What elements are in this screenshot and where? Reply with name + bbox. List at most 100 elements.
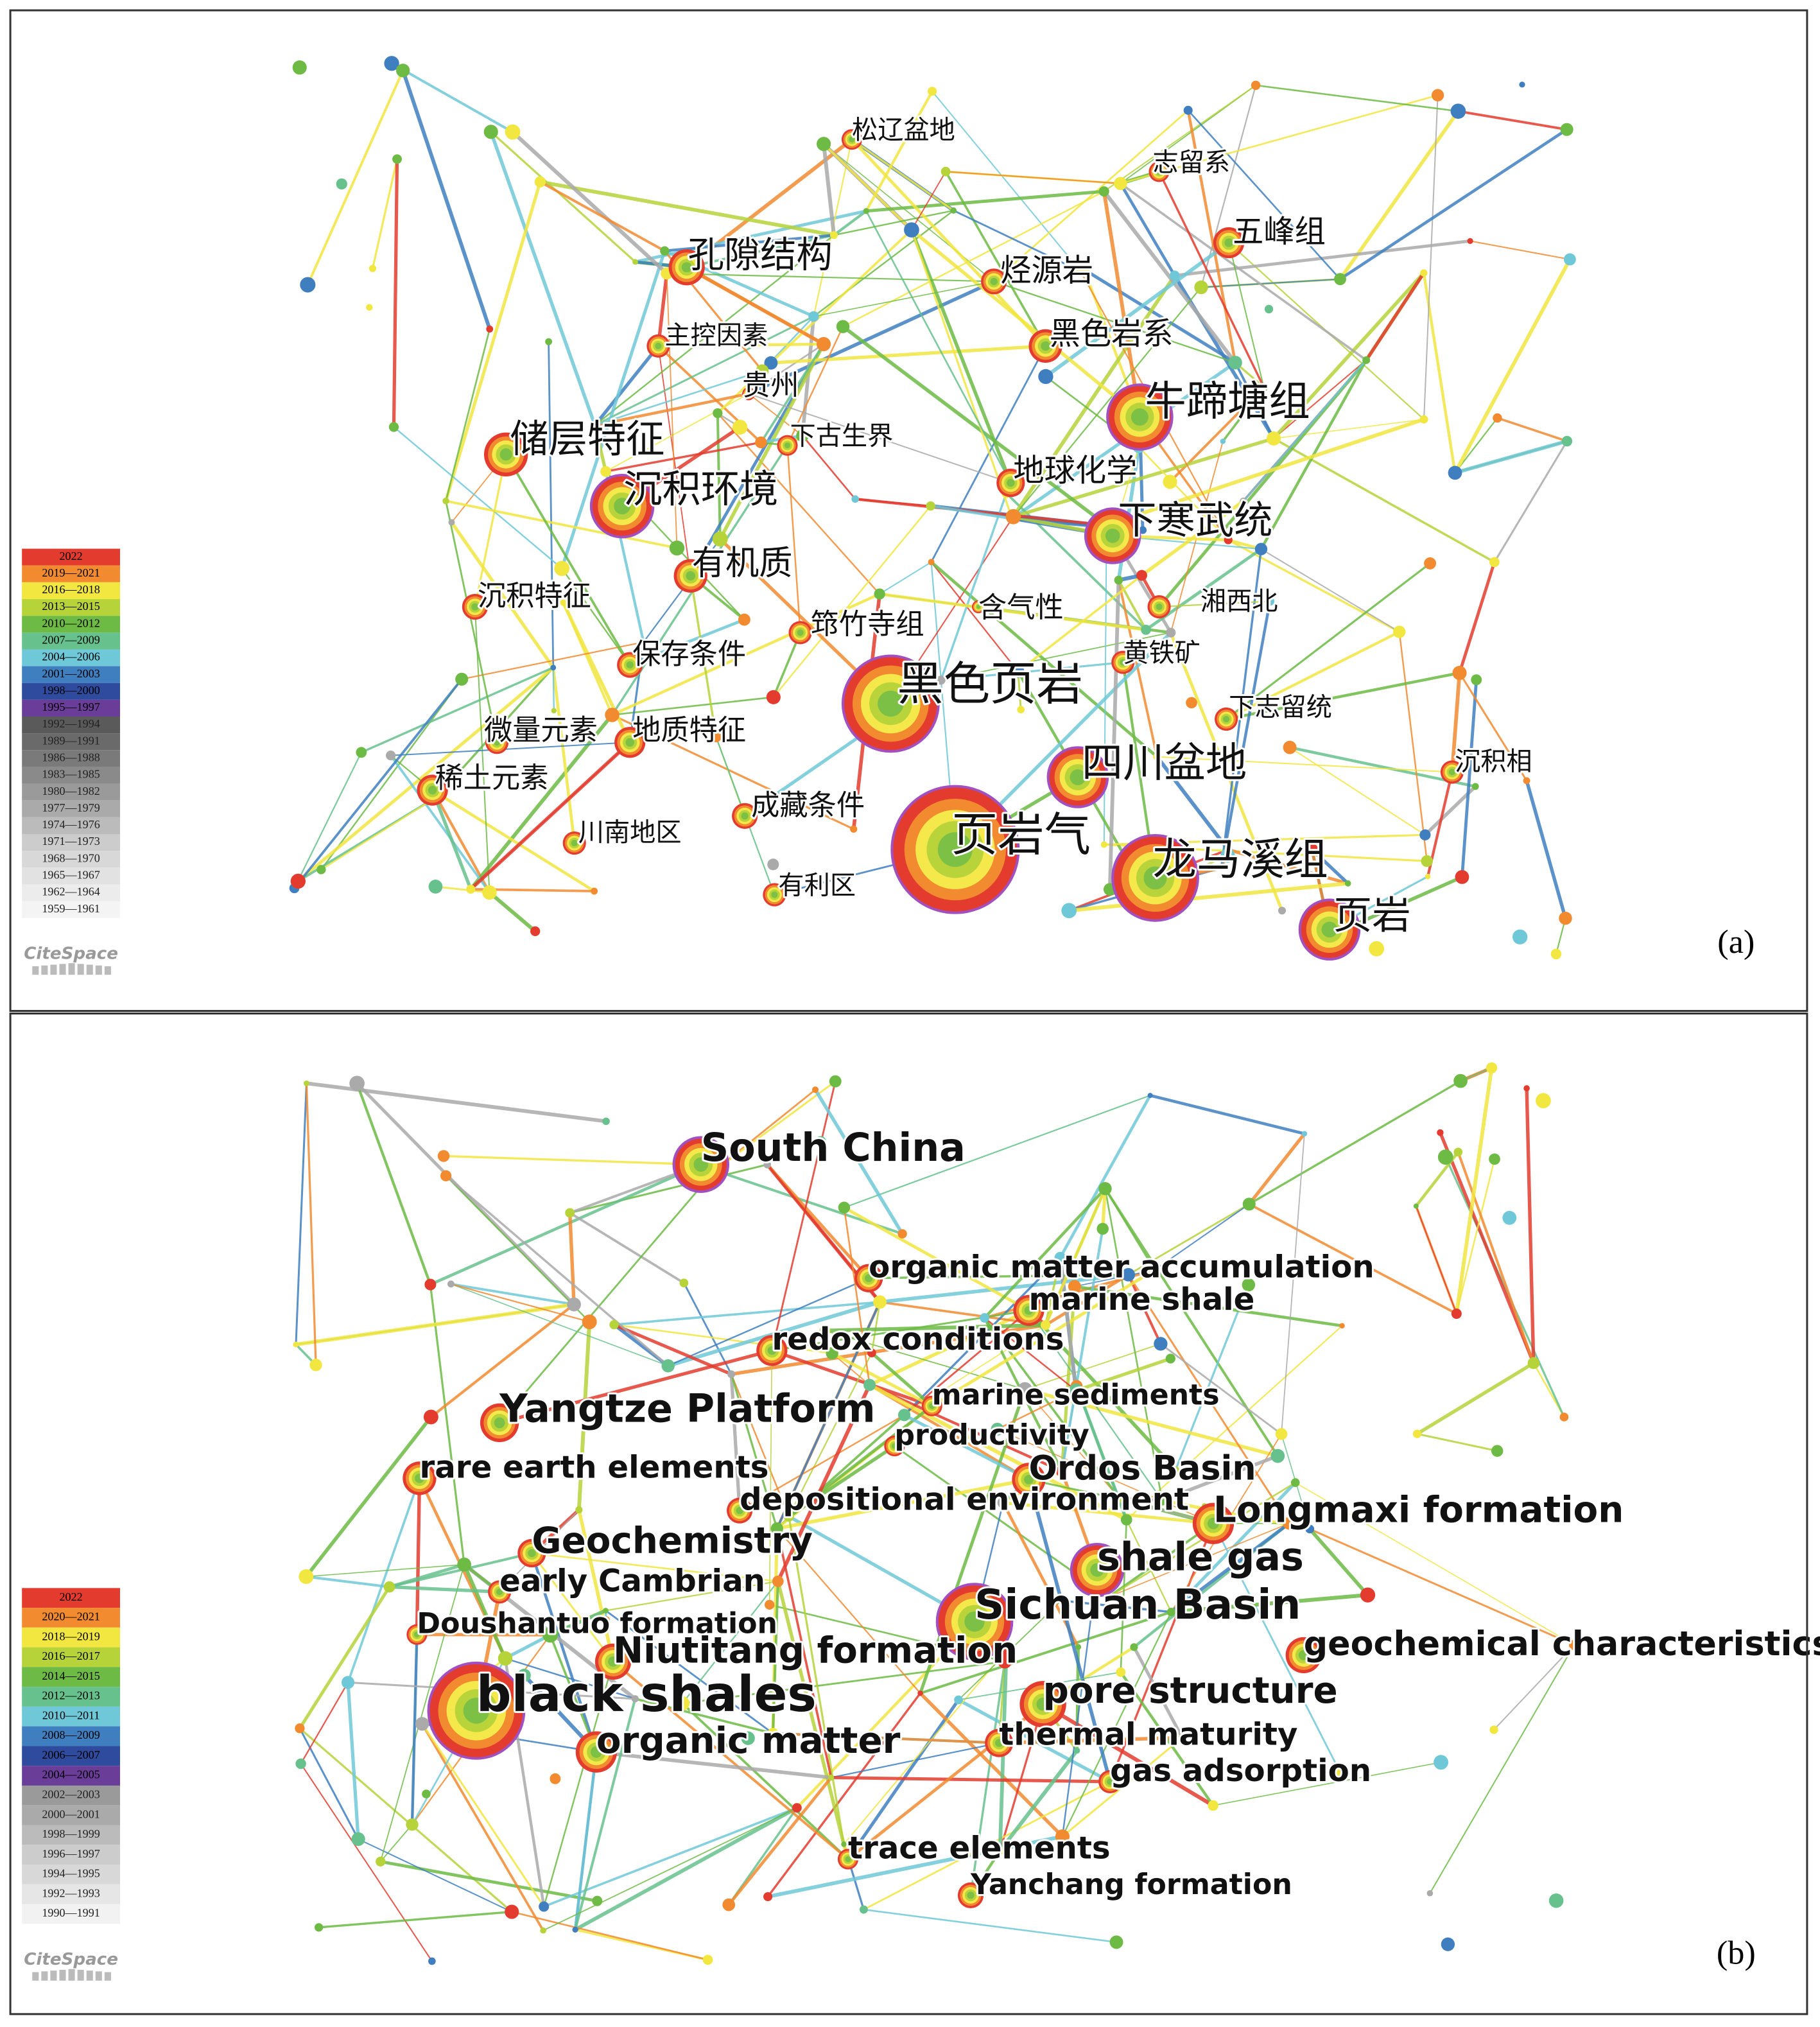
node-label: shale gas [1097,1535,1304,1580]
edge [380,1824,413,1862]
legend-label: 2020—2021 [42,1610,100,1623]
node-ring [655,342,662,349]
edge [843,1206,1030,1312]
small-node [1018,1382,1032,1397]
edge [1125,1519,1172,1613]
legend-swatch [22,767,120,784]
node-ring [686,571,696,581]
small-node [1096,1222,1109,1235]
edge [1186,110,1237,363]
small-node [609,1319,619,1330]
small-node [428,880,443,894]
small-node [1448,465,1462,480]
small-node [1283,1517,1296,1530]
small-node [764,356,778,370]
node-ring [1224,238,1233,247]
small-node [605,708,620,722]
small-node [1166,627,1176,638]
small-node [1563,253,1576,266]
small-node [384,56,399,71]
edge [1228,242,1265,388]
small-node [772,1575,784,1587]
small-node [1453,1074,1468,1088]
edge [668,1277,869,1367]
node-label: 微量元素 [484,714,598,747]
edge [1453,258,1572,474]
node-label: marine shale [1028,1282,1254,1318]
node-label: 沉积相 [1455,747,1532,776]
small-node [1224,535,1233,544]
legend-label: 1968—1970 [42,851,100,864]
edge [931,1268,1156,1407]
edge [1120,182,1367,361]
edge [297,666,555,883]
edge [1157,756,1453,773]
node-label: South China [701,1126,966,1170]
edge [1423,95,1439,420]
node-label: 保存条件 [632,638,746,670]
small-node [505,1904,519,1919]
edge [489,131,597,426]
edge [1457,1151,1535,1364]
small-node [1560,123,1573,136]
edge [306,1081,607,1124]
edge [612,1660,849,1861]
node-label: 有机质 [692,544,793,583]
edge [1003,1501,1214,1526]
small-node [1055,1465,1068,1477]
small-node [1452,666,1467,681]
edge [1117,580,1159,758]
small-node [550,1773,561,1784]
small-node [1413,1203,1419,1209]
node-label: Sichuan Basin [975,1581,1301,1629]
small-node [1130,1643,1138,1651]
small-node [838,1201,851,1214]
small-node [1527,1357,1540,1370]
node-ring [736,1507,743,1515]
small-node [1122,1267,1136,1282]
node-ring [990,277,998,285]
small-node [727,1370,736,1379]
small-node [836,320,850,333]
small-node [1186,697,1197,709]
edge [1012,437,1274,519]
small-node [602,1616,610,1624]
node-label: geochemical characteristics [1304,1624,1820,1664]
edge [930,561,1019,672]
edge [1061,1599,1172,1614]
edge [871,1352,933,1407]
edge [548,342,555,668]
node-label: 贵州 [742,369,799,402]
edge [776,1527,921,1694]
edge [1104,85,1256,192]
edge [605,1580,779,1612]
small-node [483,125,498,139]
node-ring [681,262,692,273]
node-label: organic matter accumulation [869,1249,1374,1285]
edge [431,788,595,892]
node-ring [1223,715,1230,723]
node-ring [693,1157,709,1172]
small-node [1098,1182,1112,1196]
panel-frame [9,9,1808,1012]
node-ring [428,785,437,795]
small-node [1055,1829,1070,1844]
small-node [1301,1131,1308,1136]
small-node [1437,1149,1453,1165]
small-node [926,501,935,511]
small-node [675,1696,690,1711]
small-node [351,1832,365,1847]
small-node [1419,829,1431,840]
node-ring [1298,1649,1309,1660]
edge [1017,671,1022,710]
edge [788,1444,896,1518]
node-label: 地质特征 [632,714,746,747]
small-node [713,408,723,419]
edge [1227,848,1349,885]
edge [1154,1203,1250,1271]
edge [1365,272,1425,361]
node-ring [499,448,512,461]
node-ring [496,1588,503,1596]
edge [1044,1273,1129,1327]
